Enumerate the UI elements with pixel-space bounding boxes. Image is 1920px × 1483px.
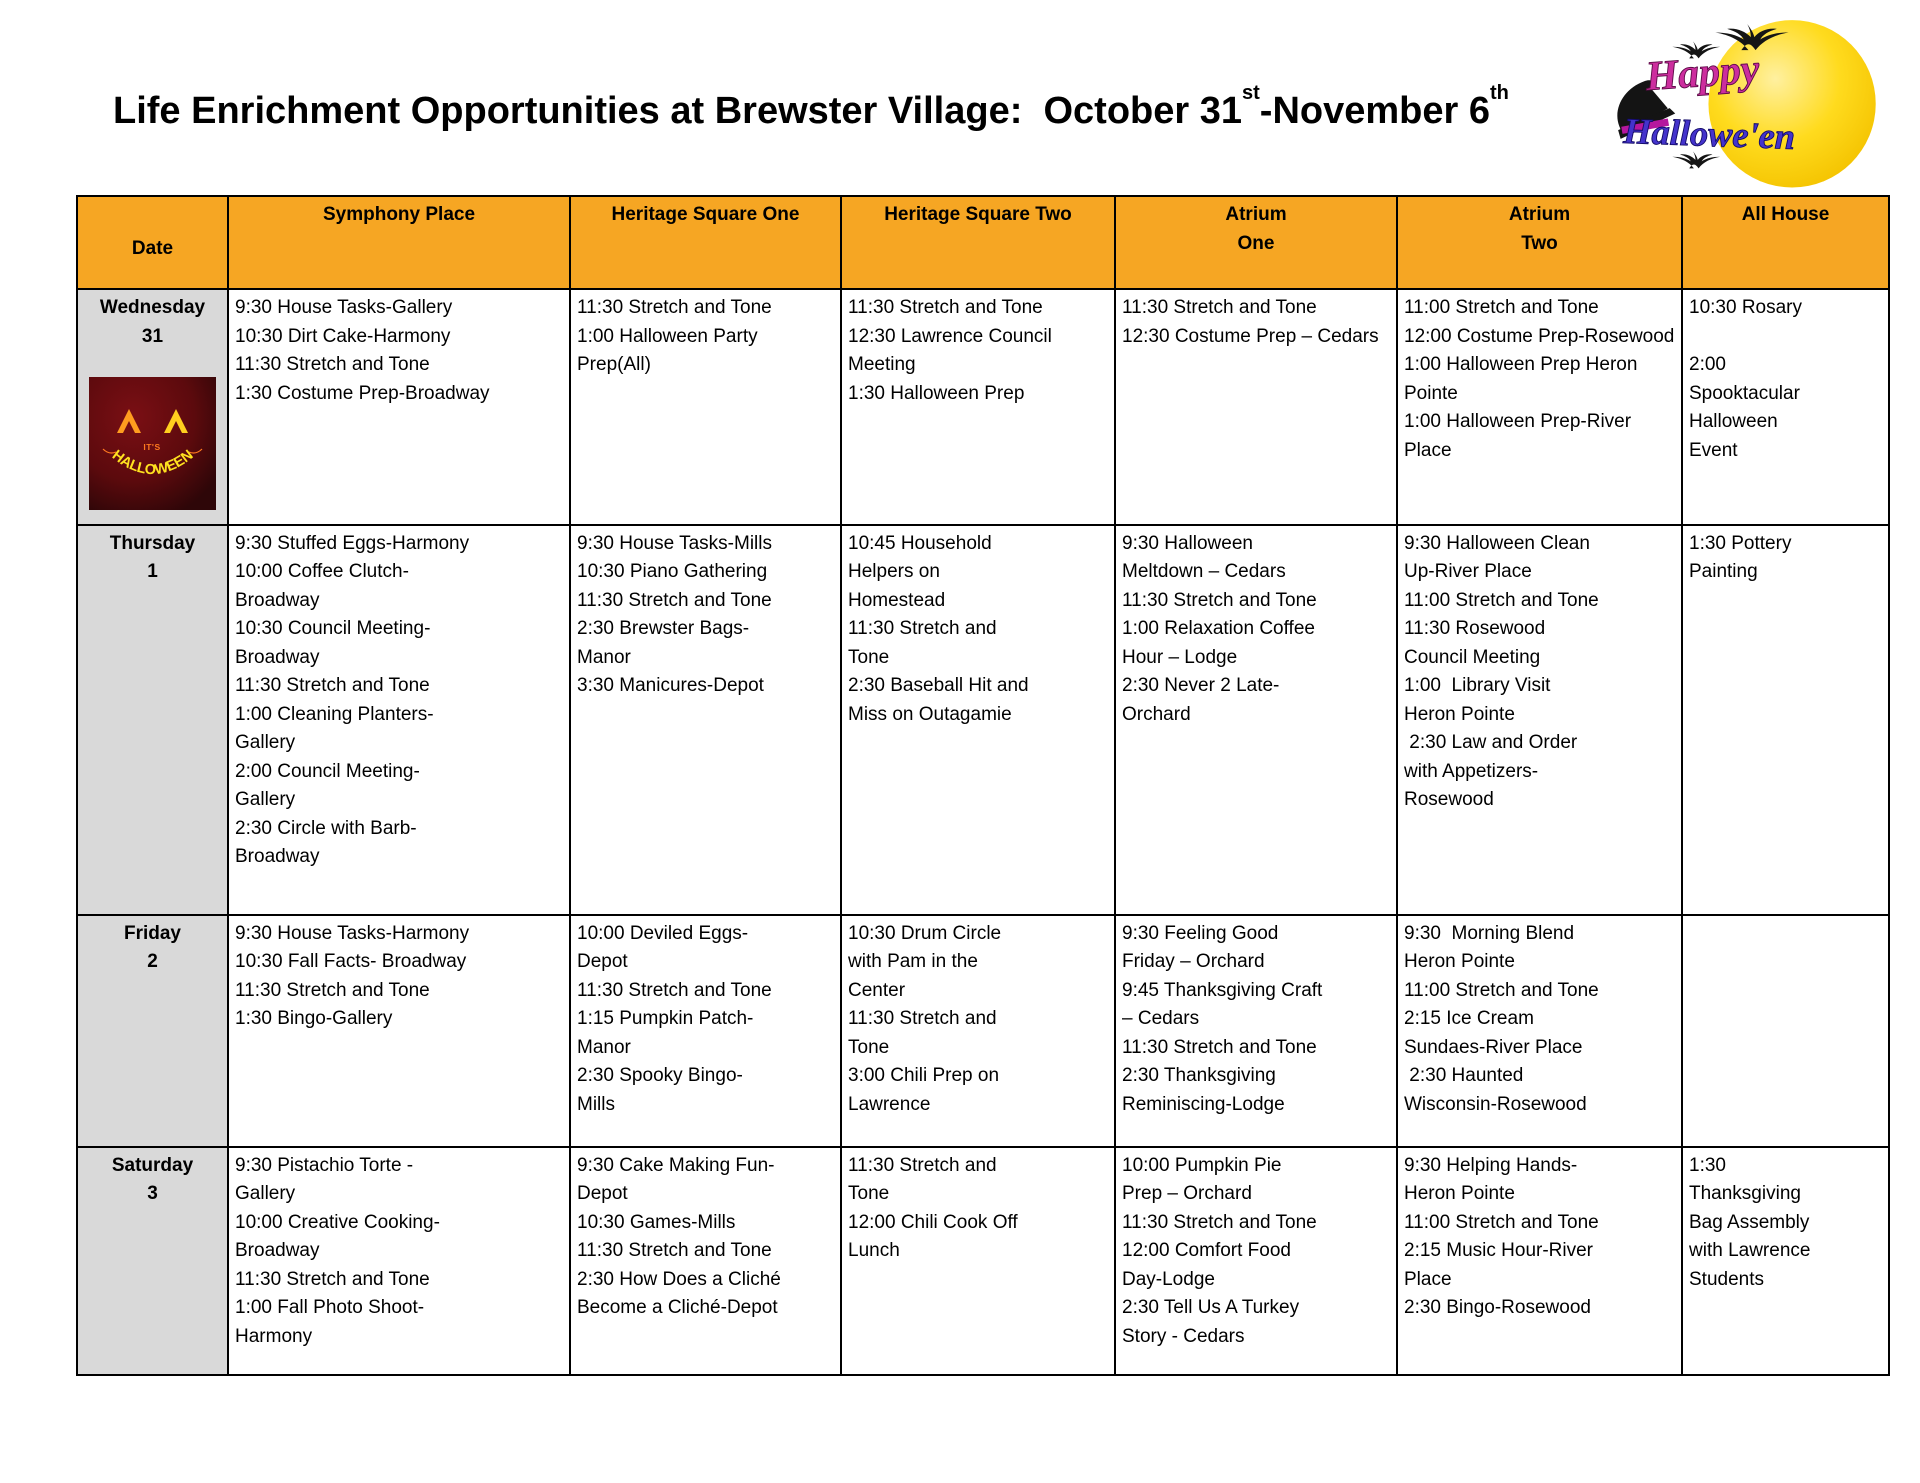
svg-text:Happy: Happy (1643, 46, 1761, 100)
svg-text:IT'S: IT'S (143, 442, 160, 452)
svg-text:Hallowe'en: Hallowe'en (1622, 111, 1796, 157)
